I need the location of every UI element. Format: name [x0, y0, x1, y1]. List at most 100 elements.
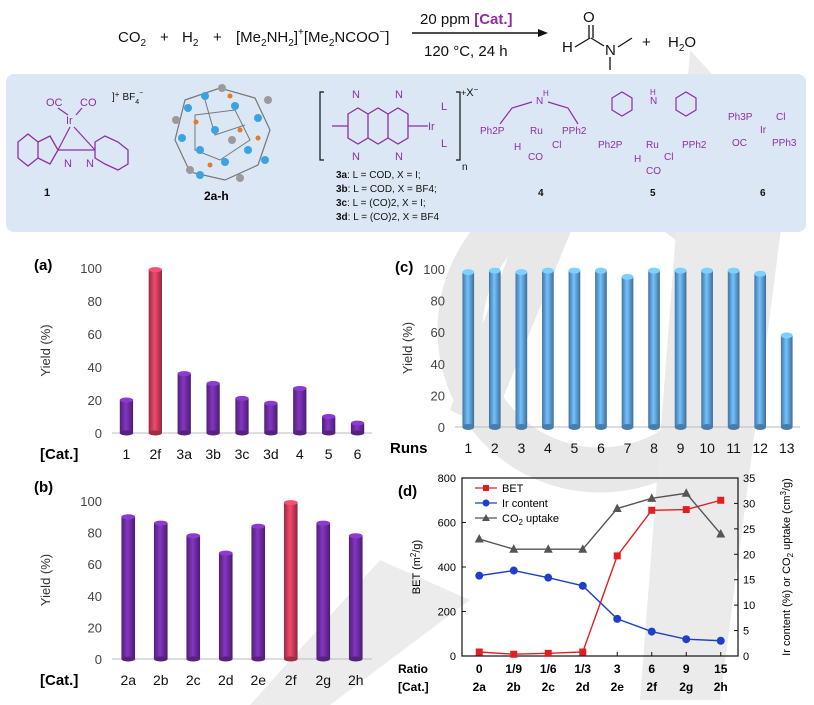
svg-text:+X−: +X− [461, 85, 479, 99]
svg-text:3a: L = COD, X = I;: 3a: L = COD, X = I; [336, 170, 421, 181]
category-label: 2c [542, 680, 556, 694]
bar-base [348, 656, 363, 662]
bar [621, 276, 634, 427]
label-part: 3 [779, 490, 788, 495]
y-tick-label: 80 [431, 294, 445, 309]
bar-base [153, 656, 168, 662]
bar [119, 400, 134, 433]
bar-cap [701, 267, 713, 274]
data-point [612, 503, 622, 513]
category-label: 3b [205, 446, 221, 462]
legend-part: CO [502, 513, 519, 525]
panel-label: (a) [34, 257, 52, 274]
category-label: 2d [576, 680, 590, 694]
category-label: 4 [544, 440, 552, 456]
bar-cap [621, 273, 634, 280]
bar-cap [186, 533, 201, 539]
svg-text:3b: L = COD, X = BF4;: 3b: L = COD, X = BF4; [336, 184, 437, 195]
series-line [479, 499, 721, 655]
reaction-scheme: CO2 + H2 + [Me2NH2]+[Me2NCOO−] 20 ppm [C… [118, 9, 696, 70]
svg-text:Ru: Ru [646, 140, 659, 151]
bar [235, 398, 249, 433]
svg-text:H2: H2 [182, 29, 199, 49]
y-axis-label: Yield (%) [38, 324, 53, 376]
svg-text:N: N [650, 96, 657, 107]
bar-base [780, 424, 793, 430]
svg-text:N: N [352, 89, 360, 101]
bar-cap [515, 269, 528, 276]
bar-cap [251, 523, 266, 529]
bar-base [148, 430, 162, 436]
data-point [578, 544, 588, 553]
data-point [613, 552, 621, 560]
svg-text:H: H [562, 39, 573, 56]
bar-cap [316, 520, 331, 526]
left-axis-label: BET (m2/g) [409, 540, 423, 594]
bar-base [283, 656, 298, 662]
bar-cap [542, 267, 554, 274]
svg-text:H: H [634, 154, 641, 165]
data-point [648, 506, 656, 514]
ratio-label: 1/6 [540, 662, 557, 676]
data-point [682, 506, 690, 514]
y-tick-label: 100 [423, 262, 445, 277]
bar [348, 535, 363, 659]
bar-cap [674, 267, 687, 274]
x-axis-label: [Cat.] [40, 672, 78, 689]
x-axis-label: [Cat.] [40, 446, 78, 463]
svg-text:20 ppm [Cat.]: 20 ppm [Cat.] [420, 11, 513, 28]
svg-text:H: H [514, 142, 521, 153]
category-label: 3d [263, 446, 279, 462]
dmf-structure: O H N [562, 9, 633, 70]
svg-text:N: N [352, 151, 360, 163]
category-label: 2b [507, 680, 521, 694]
left-tick-label: 200 [438, 607, 456, 619]
category-label: 6 [354, 446, 362, 462]
chart-a-catalyst-screening: (a) 0 20 40 60 80 100 Yield (%) 1 2f 3a 3b 3c 3d 4 5 6 [C… [34, 257, 372, 463]
bar-base [568, 424, 581, 430]
legend-marker [482, 514, 490, 521]
bar [780, 335, 793, 427]
bar-cap [153, 520, 168, 526]
catalyst-4: N H Ph2P PPh2 Ru H Cl CO 4 [480, 89, 587, 199]
right-tick-label: 25 [743, 524, 755, 536]
svg-text:+: + [642, 34, 651, 51]
bar-base [264, 430, 278, 436]
bar-cap [648, 267, 660, 274]
category-label: 2e [250, 672, 266, 688]
right-axis-label: Ir content (%) or CO2 uptake (cm3/g) [779, 478, 795, 656]
bar-base [235, 430, 249, 436]
svg-text:4: 4 [538, 188, 544, 199]
bar-cap [206, 381, 220, 386]
category-label: 7 [624, 440, 632, 456]
legend-entry: CO2 uptake [502, 513, 559, 527]
right-tick-label: 35 [743, 473, 755, 485]
bar-base [316, 656, 331, 662]
category-label: 2b [153, 672, 169, 688]
svg-text:OC: OC [732, 138, 747, 149]
svg-text:]+BF4−: ]+ BF4− [112, 90, 143, 106]
catalyst-2-framework: 2a-h [172, 84, 272, 203]
bar [488, 270, 501, 427]
bar-base [177, 430, 191, 436]
category-label: 2f [149, 446, 161, 462]
right-tick-label: 20 [743, 549, 755, 561]
data-point [647, 493, 657, 502]
legend-marker [482, 499, 490, 507]
catalyst-3-polymer: N N N N Ir L L +X− n 3a: L = COD, X = I;… [319, 85, 479, 223]
right-tick-label: 0 [743, 651, 749, 663]
category-label: 2 [491, 440, 499, 456]
panel-label: (b) [34, 479, 53, 496]
bar-cap [235, 395, 249, 401]
svg-text:CO: CO [646, 166, 661, 177]
data-point [717, 496, 725, 504]
ratio-label: 9 [683, 662, 690, 676]
svg-text:Ph3P: Ph3P [728, 112, 753, 123]
y-tick-label: 80 [88, 294, 102, 309]
bar [701, 270, 713, 427]
category-label: 1 [123, 446, 131, 462]
data-point [509, 544, 519, 553]
catalyst-1: OC CO Ir ]+ BF4− N N 1 [17, 90, 143, 199]
